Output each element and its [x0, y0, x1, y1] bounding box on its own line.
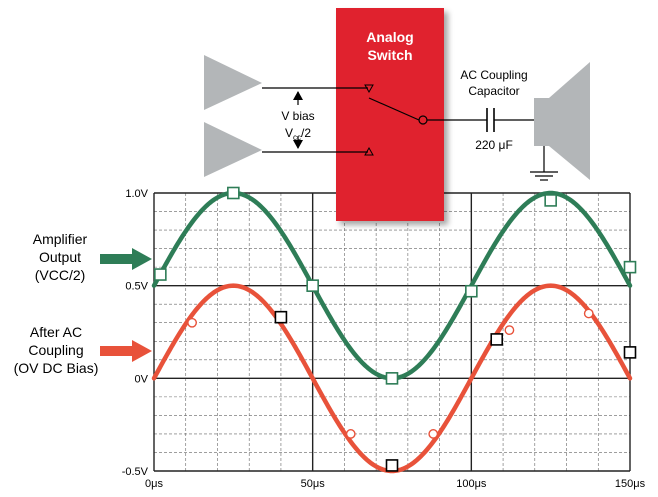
red-arrow-icon [100, 340, 152, 362]
data-point-red-circle [345, 429, 356, 439]
analog-switch-label-line1: Analog [366, 29, 413, 45]
data-point-green-square [623, 260, 637, 274]
speaker-body-icon [534, 98, 549, 146]
x-tick-label: 50μs [301, 478, 326, 490]
data-point-black-square [385, 459, 399, 472]
v-bias-label: V bias [281, 109, 314, 123]
vcc-half-sub: cc [293, 133, 301, 142]
green-arrow-icon [100, 248, 152, 270]
v-bias-arrow-up-icon [293, 91, 303, 100]
analog-switch-label-line2: Switch [367, 47, 412, 63]
data-point-red-circle [187, 317, 197, 328]
y-tick-label: 1.0V [125, 188, 148, 200]
data-point-green-square [227, 186, 240, 200]
data-point-black-square [623, 346, 637, 359]
left-annotations: Amplifier Output (VCC/2) After AC Coupli… [14, 231, 152, 376]
circuit-schematic: V bias Vcc/2 Analog Switch AC Coupling C… [204, 8, 590, 221]
y-axis-tick-labels: -0.5V 0V 0.5V 1.0V [122, 188, 149, 478]
vcc-half-main: V [285, 126, 293, 140]
data-point-green-square [465, 284, 478, 298]
data-point-green-square [544, 194, 557, 207]
switch-contact-top-icon [364, 84, 374, 94]
data-point-black-square [490, 333, 504, 346]
data-point-red-circle [428, 429, 439, 439]
waveform-chart: -0.5V 0V 0.5V 1.0V 0μs 50μs 100μs 150μs [122, 186, 646, 490]
ac-coupling-label-line2: Capacitor [468, 84, 519, 98]
v-bias-arrow-down-icon [293, 140, 303, 149]
analog-switch-block [336, 8, 444, 221]
amplifier-output-label-line3: (VCC/2) [35, 267, 86, 283]
amplifier-bottom-icon [204, 122, 262, 177]
data-point-black-square [274, 310, 288, 324]
capacitor-value-label: 220 μF [475, 138, 513, 152]
data-point-green-square [154, 268, 167, 281]
amplifier-top-icon [204, 55, 262, 110]
data-point-red-circle [504, 325, 515, 336]
y-tick-label: 0V [135, 373, 149, 385]
after-ac-label-line3: (OV DC Bias) [14, 360, 99, 376]
data-point-green-square [306, 279, 319, 292]
plot-area [154, 193, 630, 471]
x-tick-label: 150μs [615, 478, 646, 490]
ac-coupling-label-line1: AC Coupling [460, 68, 527, 82]
switch-arm [368, 97, 420, 121]
amplifier-output-label-line1: Amplifier [33, 231, 88, 247]
switch-contact-bottom-icon [364, 146, 374, 156]
speaker-cone-icon [549, 62, 590, 180]
x-tick-label: 0μs [145, 478, 163, 490]
x-tick-label: 100μs [456, 478, 487, 490]
y-tick-label: -0.5V [122, 466, 149, 478]
data-point-red-circle [583, 308, 594, 319]
series-markers [154, 186, 637, 472]
vcc-half-label: Vcc/2 [285, 126, 311, 142]
x-axis-tick-labels: 0μs 50μs 100μs 150μs [145, 478, 646, 490]
amplifier-output-label-line2: Output [39, 249, 81, 265]
y-tick-label: 0.5V [125, 281, 148, 293]
after-ac-label-line2: Coupling [28, 342, 83, 358]
after-ac-label-line1: After AC [30, 324, 82, 340]
vcc-half-tail: /2 [301, 126, 311, 140]
data-point-green-square [385, 372, 399, 385]
